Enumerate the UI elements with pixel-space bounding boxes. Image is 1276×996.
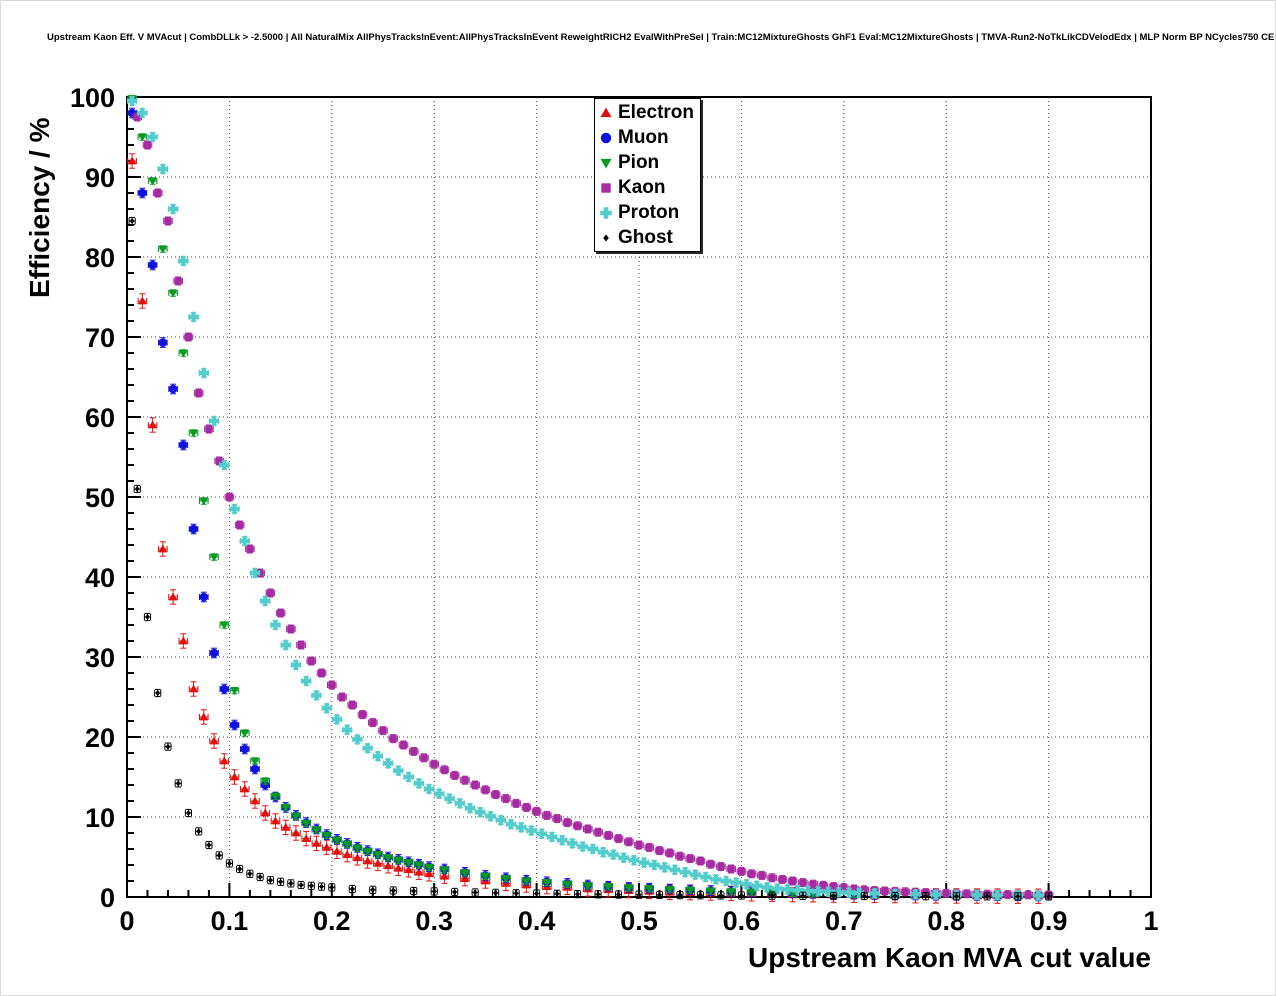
electron-marker-icon (600, 107, 612, 117)
legend-label: Muon (618, 126, 669, 148)
series-electron (127, 153, 1044, 904)
kaon-marker-icon (601, 182, 611, 193)
y-tick-label: 90 (85, 163, 115, 193)
y-tick-label: 10 (85, 803, 115, 833)
y-tick-label: 40 (85, 563, 115, 593)
y-tick-label: 100 (70, 83, 115, 113)
ghost-marker-icon (603, 234, 609, 241)
legend-label: Kaon (618, 176, 666, 198)
x-tick-label: 0.2 (313, 906, 351, 936)
series-proton (126, 95, 1044, 901)
y-tick-label: 50 (85, 483, 115, 513)
series-kaon (132, 112, 1054, 900)
legend-label: Ghost (618, 226, 673, 248)
legend-item-proton: Proton (596, 200, 694, 225)
legend-item-kaon: Kaon (596, 175, 694, 200)
legend-item-ghost: Ghost (596, 225, 694, 250)
x-axis-title: Upstream Kaon MVA cut value (748, 942, 1151, 973)
pion-marker-icon (600, 158, 612, 168)
y-tick-label: 20 (85, 723, 115, 753)
x-tick-label: 0 (119, 906, 134, 936)
legend-label: Electron (618, 101, 695, 123)
series-pion (127, 94, 1044, 901)
legend-item-electron: Electron (596, 100, 694, 125)
y-tick-label: 30 (85, 643, 115, 673)
x-tick-label: 0.5 (620, 906, 658, 936)
muon-marker-icon (600, 132, 612, 143)
y-tick-label: 70 (85, 323, 115, 353)
series-ghost (128, 216, 1053, 901)
x-tick-label: 0.4 (518, 906, 556, 936)
y-tick-label: 60 (85, 403, 115, 433)
legend: Electron Muon Pion Kaon Proton Ghost (594, 98, 702, 252)
legend-item-pion: Pion (596, 150, 694, 175)
legend-item-muon: Muon (596, 125, 694, 150)
proton-marker-icon (600, 206, 612, 219)
plot-title: Upstream Kaon Eff. V MVAcut | CombDLLk >… (47, 32, 1276, 43)
legend-label: Proton (618, 201, 680, 223)
x-tick-label: 0.8 (927, 906, 965, 936)
y-tick-label: 80 (85, 243, 115, 273)
y-tick-label: 0 (100, 883, 115, 913)
legend-label: Pion (618, 151, 660, 173)
x-tick-label: 1 (1143, 906, 1158, 936)
x-tick-label: 0.1 (211, 906, 249, 936)
x-tick-label: 0.3 (415, 906, 453, 936)
x-tick-label: 0.6 (723, 906, 761, 936)
x-tick-label: 0.9 (1030, 906, 1068, 936)
x-tick-label: 0.7 (825, 906, 863, 936)
